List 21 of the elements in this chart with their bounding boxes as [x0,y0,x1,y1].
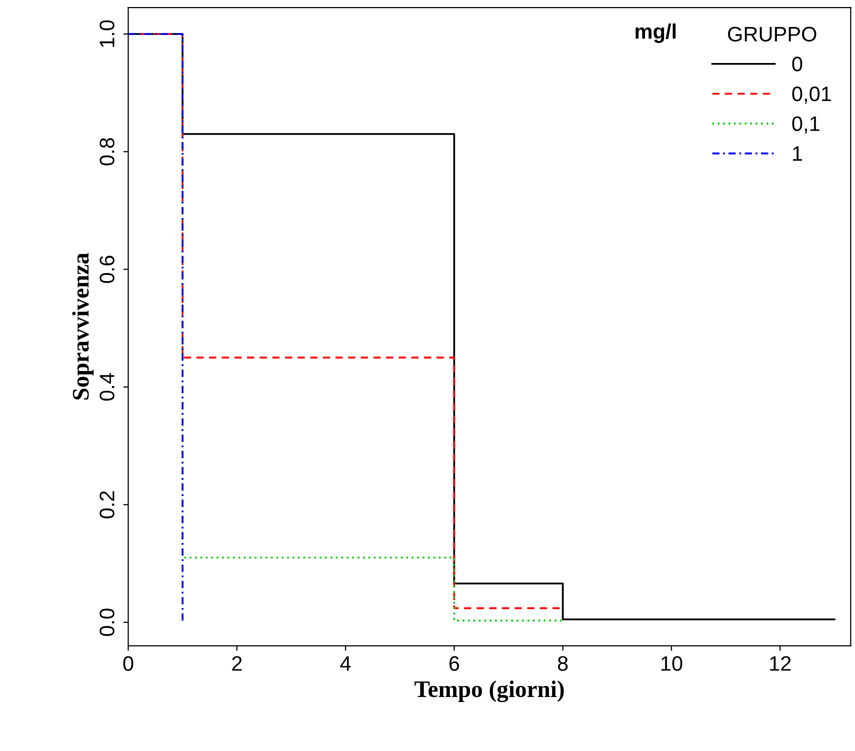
legend-title: GRUPPO [728,26,816,42]
x-axis-title: Tempo (giorni) [414,680,564,702]
x-tick-label: 2 [232,656,242,671]
x-tick-label: 0 [123,656,134,671]
x-tick-label: 12 [770,656,791,671]
y-tick-label: 0.6 [100,256,114,283]
x-tick-label: 6 [449,656,460,671]
y-axis-title: Sopravvivenza [72,252,94,400]
y-tick-label: 0.4 [100,373,114,401]
legend-label: 0,1 [792,116,820,134]
x-tick-label: 8 [558,656,568,671]
legend-label: 1 [793,146,802,161]
y-tick-label: 0.2 [100,491,114,518]
legend-label: 0,01 [792,86,831,104]
x-tick-label: 10 [661,656,682,671]
y-tick-label: 1.0 [100,20,114,47]
x-tick-label: 4 [340,656,351,671]
y-tick-label: 0.0 [100,608,114,636]
y-tick-label: 0.8 [100,138,114,166]
legend-label: 0 [792,56,802,72]
annotation: mg/l [636,23,676,43]
